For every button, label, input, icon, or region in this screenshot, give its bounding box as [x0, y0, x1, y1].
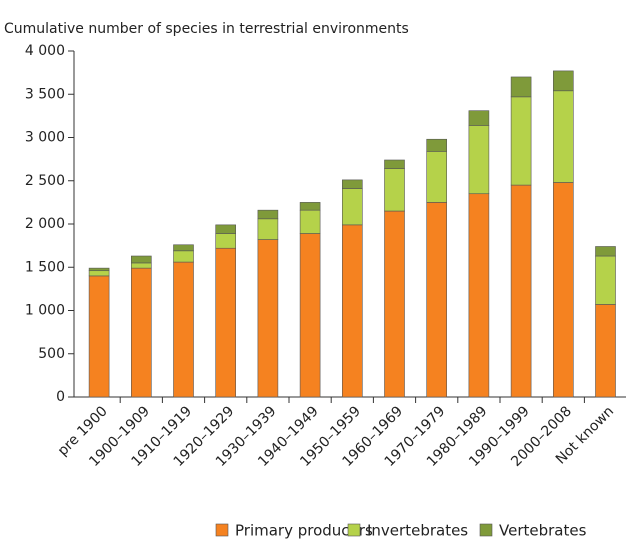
bar-segment: [88, 270, 110, 277]
chart-title: Cumulative number of species in terrestr…: [4, 21, 409, 37]
bar-segment: [257, 239, 279, 398]
bar-segment: [552, 90, 574, 183]
bar-segment: [595, 246, 616, 257]
y-tick-label: 3 500: [25, 86, 65, 102]
bar-segment: [341, 179, 363, 189]
bar-segment: [468, 110, 490, 126]
legend-swatch: [479, 523, 493, 537]
bar-segment: [552, 182, 574, 398]
bar-segment: [426, 202, 448, 398]
bar-segment: [595, 304, 616, 398]
y-tick-label: 0: [56, 389, 65, 405]
bar-segment: [468, 125, 490, 195]
bar-segment: [510, 76, 532, 98]
y-tick-label: 2 500: [25, 173, 65, 189]
bar-segment: [468, 193, 490, 398]
bar-segment: [426, 151, 448, 203]
bar-segment: [341, 188, 363, 226]
bar-segment: [88, 267, 110, 272]
legend-swatch: [215, 523, 229, 537]
y-tick-label: 500: [38, 346, 65, 362]
bar-segment: [215, 224, 236, 234]
bar-segment: [88, 275, 110, 398]
bar-segment: [341, 224, 363, 398]
bar-segment: [257, 218, 279, 240]
bar-segment: [552, 70, 574, 92]
bar-segment: [426, 138, 448, 152]
bar-segment: [384, 210, 405, 398]
bar-segment: [299, 209, 321, 234]
bar-segment: [215, 247, 236, 398]
bar-segment: [173, 250, 194, 263]
y-tick-label: 2 000: [25, 216, 65, 232]
bar-segment: [131, 255, 152, 264]
legend-label: Invertebrates: [367, 522, 468, 540]
bar-segment: [215, 233, 236, 249]
bar-segment: [384, 159, 405, 169]
bar-segment: [595, 255, 616, 305]
bar-segment: [299, 202, 321, 211]
bar-segment: [173, 244, 194, 252]
bar-segment: [299, 233, 321, 398]
bar-segment: [173, 261, 194, 398]
y-tick-label: 4 000: [25, 43, 65, 59]
y-tick-label: 1 000: [25, 303, 65, 319]
bar-segment: [510, 184, 532, 398]
bar-segment: [131, 267, 152, 398]
y-tick-label: 1 500: [25, 259, 65, 275]
bar-segment: [131, 262, 152, 269]
bar-segment: [510, 96, 532, 186]
y-tick-label: 3 000: [25, 130, 65, 146]
legend-label: Primary producers: [235, 522, 373, 540]
legend-label: Vertebrates: [499, 522, 587, 540]
legend-swatch: [347, 523, 361, 537]
bar-segment: [257, 209, 279, 220]
bar-segment: [384, 168, 405, 212]
